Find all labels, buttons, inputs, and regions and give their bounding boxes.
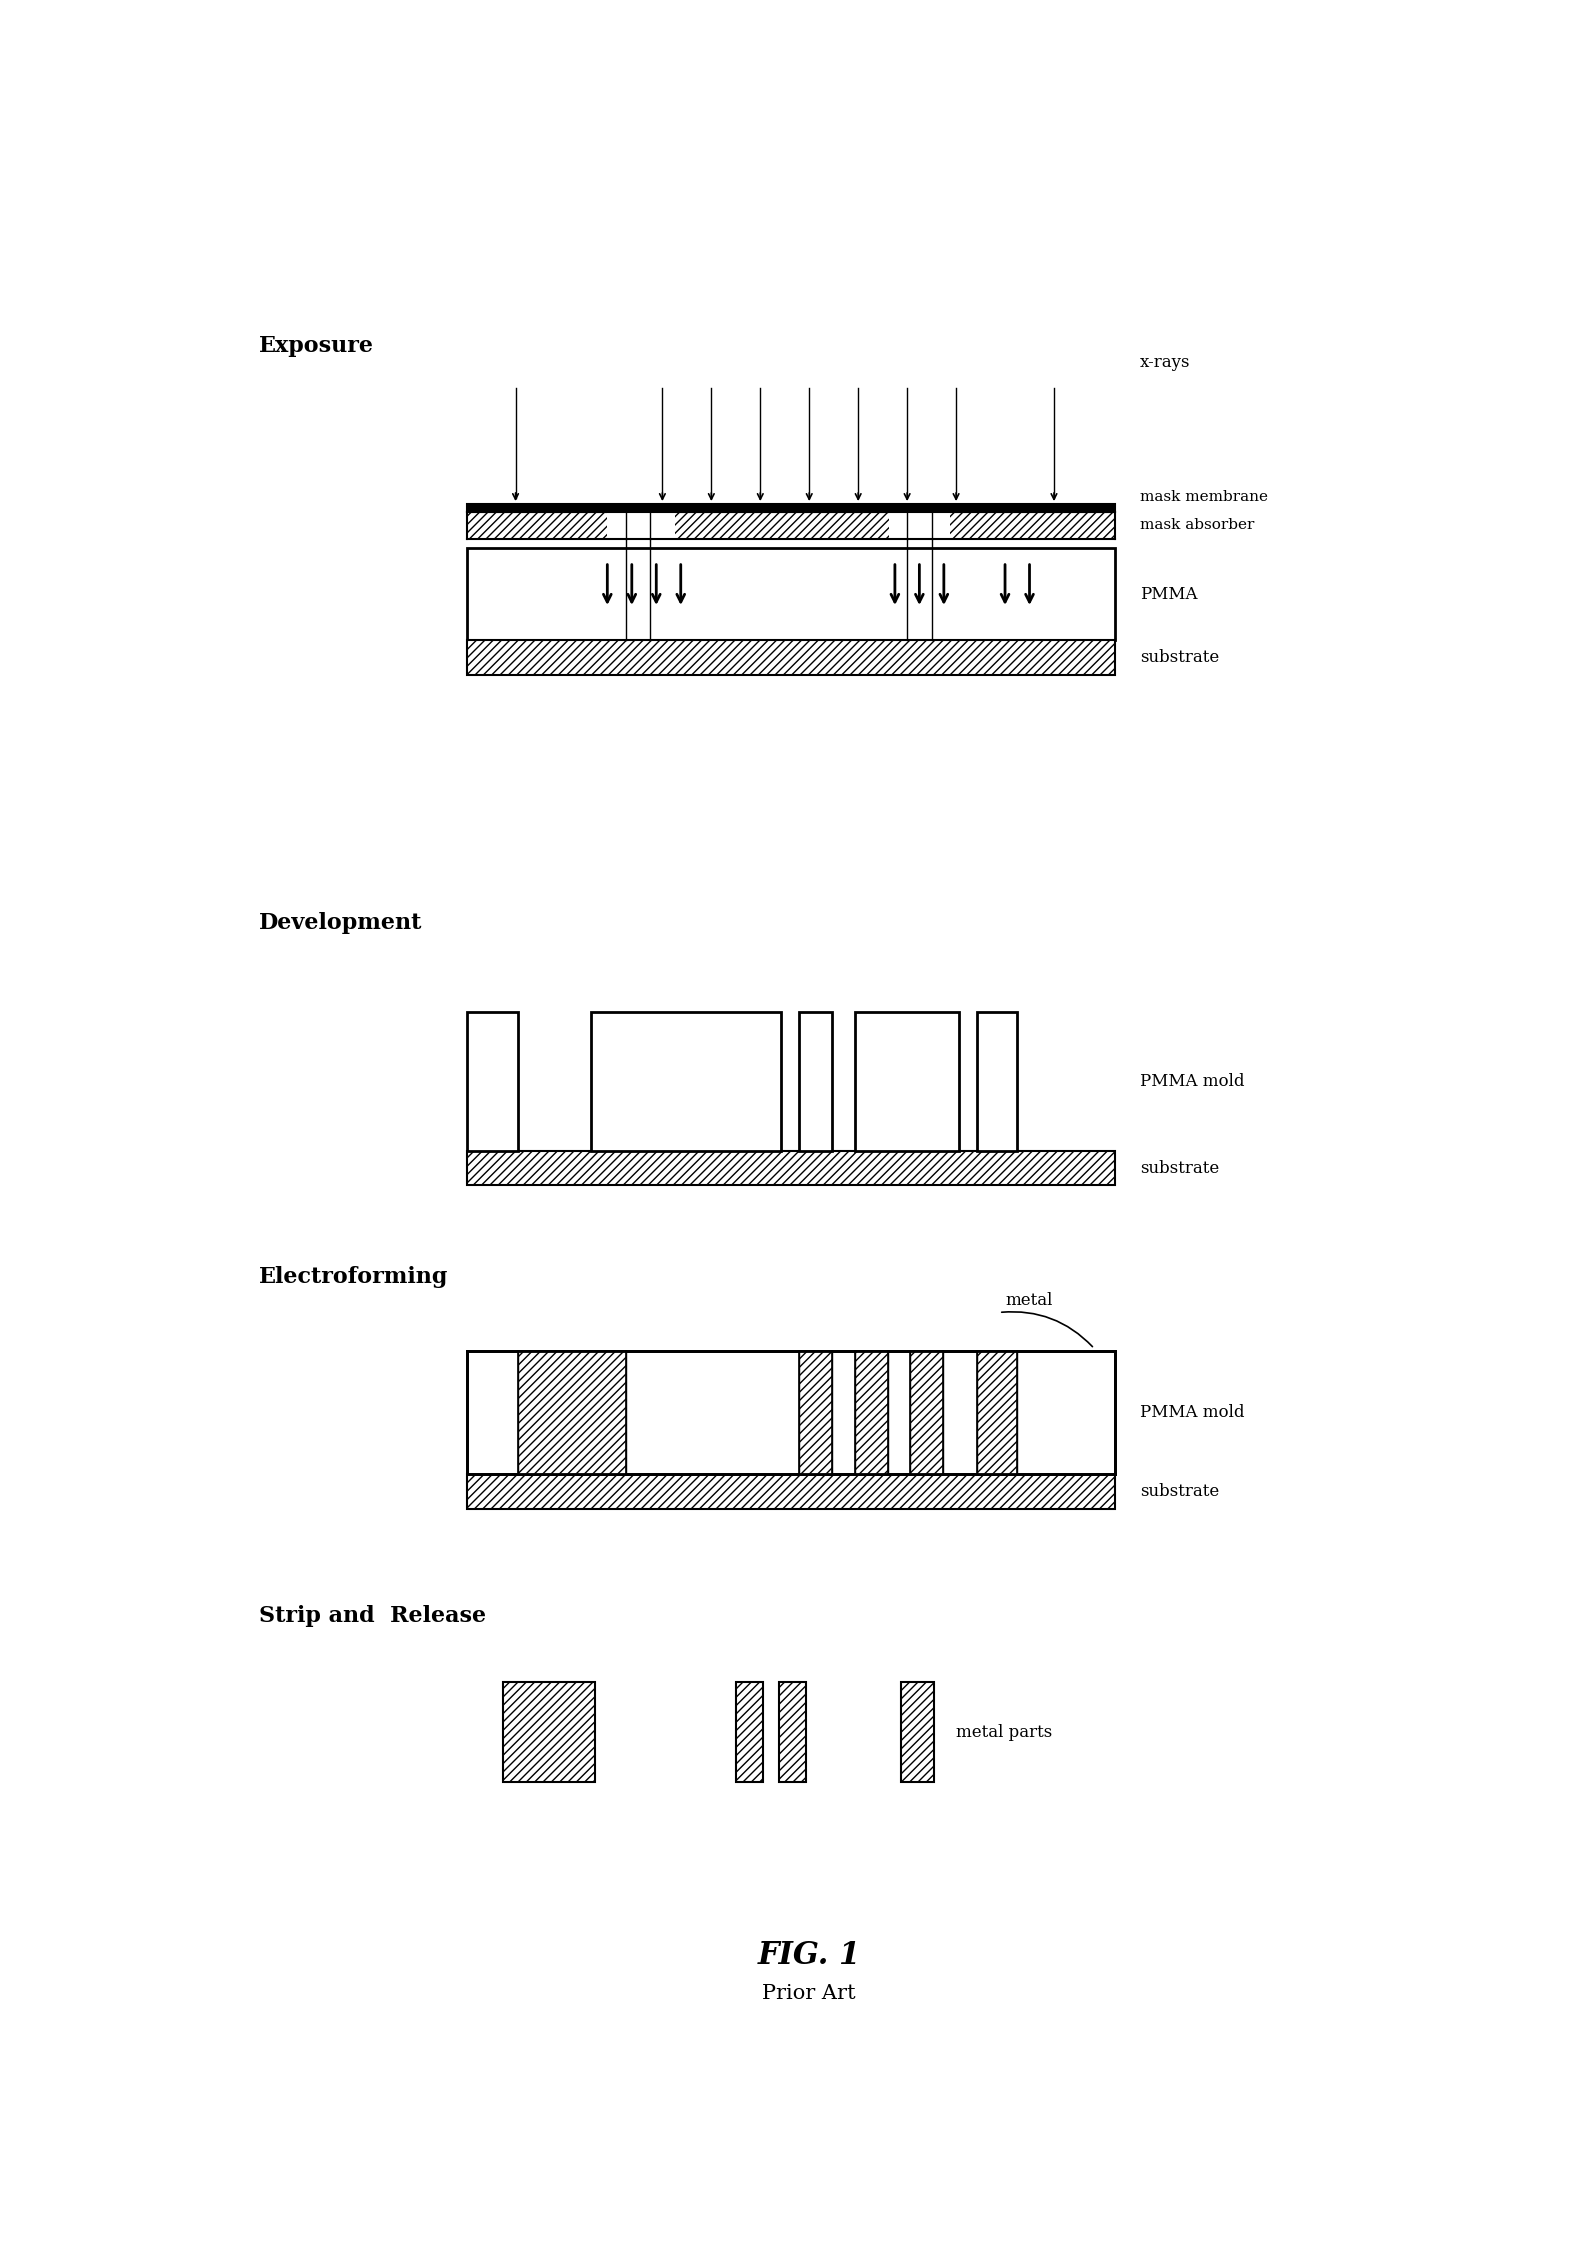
Text: substrate: substrate (1140, 649, 1219, 665)
Bar (778, 1683, 805, 1782)
Text: PMMA: PMMA (1140, 586, 1197, 602)
Text: substrate: substrate (1140, 1484, 1219, 1500)
Bar (504, 1683, 595, 1782)
Text: x-rays: x-rays (1140, 353, 1191, 371)
Bar (854, 1350, 887, 1475)
Bar (467, 640, 1115, 674)
Text: Electroforming: Electroforming (259, 1267, 448, 1289)
Bar (910, 1350, 943, 1475)
Bar (467, 1011, 518, 1151)
Bar (467, 504, 1115, 511)
Bar (889, 511, 951, 538)
Text: Prior Art: Prior Art (763, 1984, 856, 2004)
Bar (467, 511, 1115, 538)
Text: PMMA mold: PMMA mold (1140, 1072, 1244, 1090)
Text: metal parts: metal parts (957, 1724, 1052, 1742)
Text: FIG. 1: FIG. 1 (758, 1941, 861, 1970)
Bar (608, 511, 674, 538)
Text: Exposure: Exposure (259, 335, 374, 357)
Bar (592, 1011, 782, 1151)
Bar (977, 1350, 1017, 1475)
Text: Strip and  Release: Strip and Release (259, 1606, 486, 1626)
Text: substrate: substrate (1140, 1160, 1219, 1176)
Bar (467, 1151, 1115, 1185)
Bar (518, 1350, 625, 1475)
Text: metal: metal (1006, 1292, 1053, 1310)
Bar (736, 1683, 763, 1782)
Text: mask absorber: mask absorber (1140, 518, 1254, 532)
Bar (902, 1683, 935, 1782)
Text: PMMA mold: PMMA mold (1140, 1405, 1244, 1421)
Bar (467, 1350, 1115, 1475)
Text: mask membrane: mask membrane (1140, 491, 1268, 504)
Bar (799, 1350, 832, 1475)
Bar (977, 1011, 1017, 1151)
Bar (467, 547, 1115, 640)
Bar (854, 1011, 958, 1151)
Bar (467, 1475, 1115, 1509)
Bar (799, 1011, 832, 1151)
Text: Development: Development (259, 912, 422, 934)
